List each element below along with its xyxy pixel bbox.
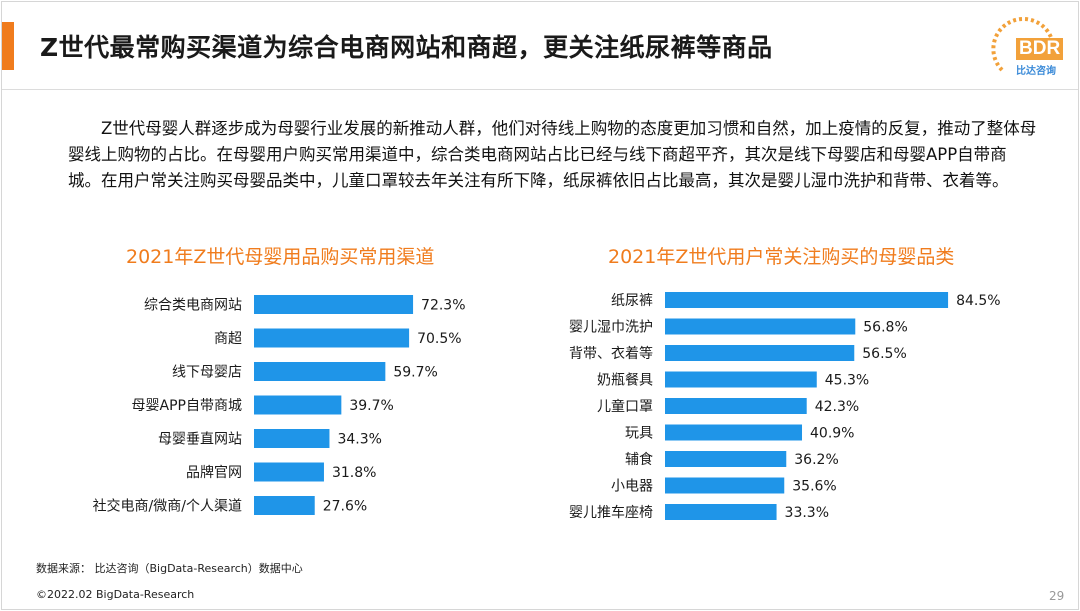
category-value-4: 42.3%	[815, 399, 859, 415]
category-bar-8	[665, 504, 777, 520]
channel-value-3: 39.7%	[349, 398, 393, 414]
channel-value-1: 70.5%	[417, 331, 461, 347]
channel-label-3: 母婴APP自带商城	[132, 398, 242, 414]
category-label-7: 小电器	[611, 479, 653, 495]
title-accent-bar	[2, 22, 14, 70]
category-label-0: 纸尿裤	[611, 293, 653, 309]
category-value-2: 56.5%	[862, 346, 906, 362]
channel-label-5: 品牌官网	[186, 464, 242, 481]
category-label-8: 婴儿推车座椅	[569, 504, 653, 521]
channel-bar-1	[254, 328, 410, 348]
category-bar-5	[665, 424, 803, 441]
category-label-6: 辅食	[625, 451, 653, 468]
category-value-5: 40.9%	[810, 426, 854, 442]
copyright: ©2022.02 BigData-Research	[36, 588, 195, 601]
category-label-5: 玩具	[625, 426, 653, 442]
chart-title-channels: 2021年Z世代母婴用品购买常用渠道	[126, 246, 435, 268]
channel-bar-2	[254, 362, 386, 381]
category-label-1: 婴儿湿巾洗护	[569, 320, 653, 336]
category-label-3: 奶瓶餐具	[597, 373, 653, 389]
category-value-3: 45.3%	[825, 373, 869, 389]
channel-value-0: 72.3%	[421, 298, 465, 314]
category-value-0: 84.5%	[956, 293, 1000, 309]
logo-subtitle: 比达咨询	[1016, 66, 1056, 77]
channel-bar-3	[254, 395, 342, 415]
page-title: Z世代最常购买渠道为综合电商网站和商超，更关注纸尿裤等商品	[40, 33, 773, 62]
category-bar-7	[665, 477, 785, 494]
channel-label-6: 社交电商/微商/个人渠道	[93, 498, 242, 515]
category-bar-6	[665, 451, 787, 467]
channel-bar-0	[254, 295, 414, 314]
page-number: 29	[1049, 589, 1065, 603]
summary-paragraph: Z世代母婴人群逐步成为母婴行业发展的新推动人群，他们对待线上购物的态度更加习惯和…	[68, 119, 1037, 190]
category-bar-4	[665, 398, 807, 414]
category-bar-1	[665, 318, 856, 335]
category-bar-2	[665, 345, 855, 361]
category-label-4: 儿童口罩	[597, 398, 653, 415]
category-label-2: 背带、衣着等	[569, 345, 653, 362]
category-bar-3	[665, 371, 817, 388]
category-value-8: 33.3%	[785, 505, 829, 521]
category-value-7: 35.6%	[792, 479, 836, 495]
category-value-6: 36.2%	[794, 452, 838, 468]
channel-label-1: 商超	[214, 331, 242, 347]
logo-text: BDR	[1016, 38, 1064, 60]
channel-bar-4	[254, 429, 330, 448]
header-divider	[2, 89, 1078, 90]
channel-bar-6	[254, 496, 315, 515]
chart-title-categories: 2021年Z世代用户常关注购买的母婴品类	[608, 246, 955, 268]
category-value-1: 56.8%	[863, 320, 907, 336]
channel-value-5: 31.8%	[332, 465, 376, 481]
channel-value-4: 34.3%	[337, 432, 381, 448]
channel-label-4: 母婴垂直网站	[158, 431, 242, 448]
bdr-logo-icon	[991, 16, 1054, 72]
data-source: 数据来源： 比达咨询（BigData-Research）数据中心	[36, 562, 303, 575]
category-bar-0	[665, 292, 949, 308]
channel-label-0: 综合类电商网站	[144, 298, 242, 314]
channel-value-2: 59.7%	[393, 365, 437, 381]
channel-label-2: 线下母婴店	[172, 365, 242, 381]
channel-bar-5	[254, 462, 324, 482]
channel-value-6: 27.6%	[323, 499, 367, 515]
